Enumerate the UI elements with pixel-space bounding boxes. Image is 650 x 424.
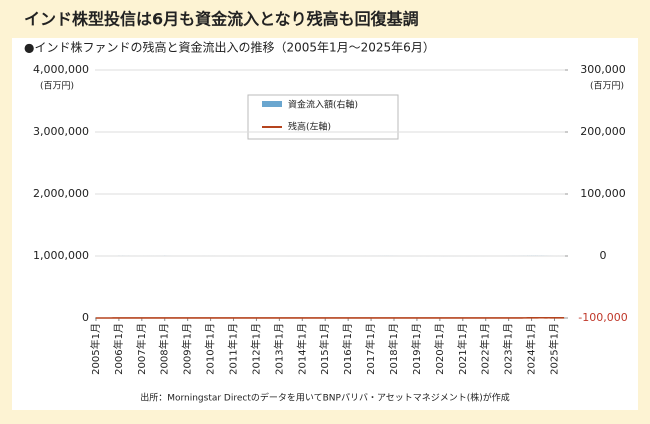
y-tick-label: 0: [82, 311, 89, 324]
x-tick-label: 2014年1月: [295, 323, 308, 375]
x-tick-label: 2016年1月: [341, 323, 354, 375]
x-tick-label: 2021年1月: [456, 323, 469, 375]
x-tick-label: 2020年1月: [433, 323, 446, 375]
x-tick-label: 2022年1月: [479, 323, 492, 375]
source-note: 出所：Morningstar Directのデータを用いてBNPパリバ・アセット…: [140, 392, 510, 404]
x-tick-label: 2015年1月: [318, 323, 331, 375]
y-tick-label: 1,000,000: [33, 249, 89, 262]
x-tick-label: 2013年1月: [272, 323, 285, 375]
y-tick-label: 4,000,000: [33, 63, 89, 76]
x-tick-label: 2009年1月: [181, 323, 194, 375]
x-tick-label: 2006年1月: [112, 323, 125, 375]
chart-title: インド株型投信は6月も資金流入となり残高も回復基調: [24, 10, 419, 29]
y2-tick-label: 200,000: [580, 125, 626, 138]
y2-tick-label: -100,000: [578, 311, 627, 324]
x-tick-label: 2011年1月: [227, 323, 240, 375]
x-tick-label: 2023年1月: [502, 323, 515, 375]
y2-tick-label: 0: [600, 249, 607, 262]
y2-axis-unit: (百万円): [590, 81, 624, 92]
y-tick-label: 2,000,000: [33, 187, 89, 200]
x-tick-label: 2025年1月: [547, 323, 560, 375]
legend-label: 資金流入額(右軸): [288, 99, 358, 111]
chart-subtitle: ●インド株ファンドの残高と資金流出入の推移（2005年1月～2025年6月）: [24, 40, 435, 55]
x-tick-label: 2017年1月: [364, 323, 377, 375]
x-tick-label: 2005年1月: [89, 323, 102, 375]
x-tick-label: 2010年1月: [204, 323, 217, 375]
x-tick-label: 2012年1月: [249, 323, 262, 375]
y2-tick-label: 100,000: [580, 187, 626, 200]
legend-label: 残高(左軸): [288, 121, 331, 133]
y-axis-unit: (百万円): [40, 81, 74, 92]
x-tick-label: 2007年1月: [135, 323, 148, 375]
legend-swatch-bar: [262, 101, 282, 107]
x-tick-label: 2008年1月: [158, 323, 171, 375]
x-tick-label: 2024年1月: [525, 323, 538, 375]
y2-tick-label: 300,000: [580, 63, 626, 76]
x-tick-label: 2019年1月: [410, 323, 423, 375]
y-tick-label: 3,000,000: [33, 125, 89, 138]
x-tick-label: 2018年1月: [387, 323, 400, 375]
